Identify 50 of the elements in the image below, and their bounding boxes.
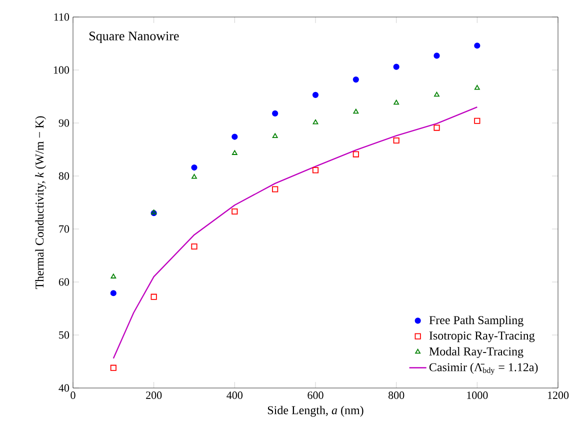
point [434, 52, 440, 59]
point [110, 364, 116, 371]
y-tick-label: 70 [59, 225, 70, 233]
y-tick-label: 110 [54, 13, 70, 21]
point [474, 84, 480, 90]
point [312, 119, 318, 124]
point [272, 186, 278, 192]
y-tick-label: 80 [58, 172, 70, 180]
point [191, 243, 198, 250]
point [232, 134, 238, 140]
point [110, 274, 116, 278]
point [110, 290, 116, 296]
point [191, 164, 198, 171]
legend-label: Free Path Sampling [429, 316, 524, 327]
legend-label: Modal Ray-Tracing [429, 347, 524, 358]
x-tick-label: 800 [388, 392, 404, 399]
point [192, 174, 197, 179]
x-tick-label: 1200 [548, 392, 569, 399]
point [394, 100, 400, 105]
point [232, 150, 238, 155]
point [312, 167, 319, 174]
point [272, 110, 278, 117]
annotation: Square Nanowire [90, 32, 179, 44]
y-axis-title: Thermal Conductivity, k (W/m − K) [35, 116, 46, 290]
y-tick-label: 40 [58, 384, 70, 392]
y-tick-label: 90 [58, 119, 70, 127]
y-tick-label: 50 [59, 331, 70, 339]
y-tick-label: 60 [58, 278, 70, 286]
point [353, 108, 359, 114]
point [393, 64, 400, 70]
legend-label: Casimir (Λ̄$_{bdy}$ = 1.12a) [429, 362, 538, 375]
point [474, 118, 480, 124]
y-tick-label: 100 [54, 66, 70, 74]
point [434, 124, 440, 131]
x-tick-label: 200 [146, 392, 162, 399]
point [352, 76, 359, 83]
point [434, 92, 440, 97]
point [352, 151, 359, 158]
x-axis-title: Side Length, a (nm) [268, 406, 364, 417]
legend-label: Isotropic Ray-Tracing [429, 332, 535, 342]
point [474, 42, 480, 49]
point [393, 137, 400, 144]
point [150, 294, 157, 300]
x-tick-label: 400 [226, 392, 242, 399]
point [312, 92, 319, 98]
x-tick-label: 1000 [467, 392, 488, 399]
x-tick-label: 0 [70, 392, 76, 399]
x-tick-label: 600 [308, 392, 324, 399]
point [232, 208, 238, 215]
point [272, 133, 278, 138]
